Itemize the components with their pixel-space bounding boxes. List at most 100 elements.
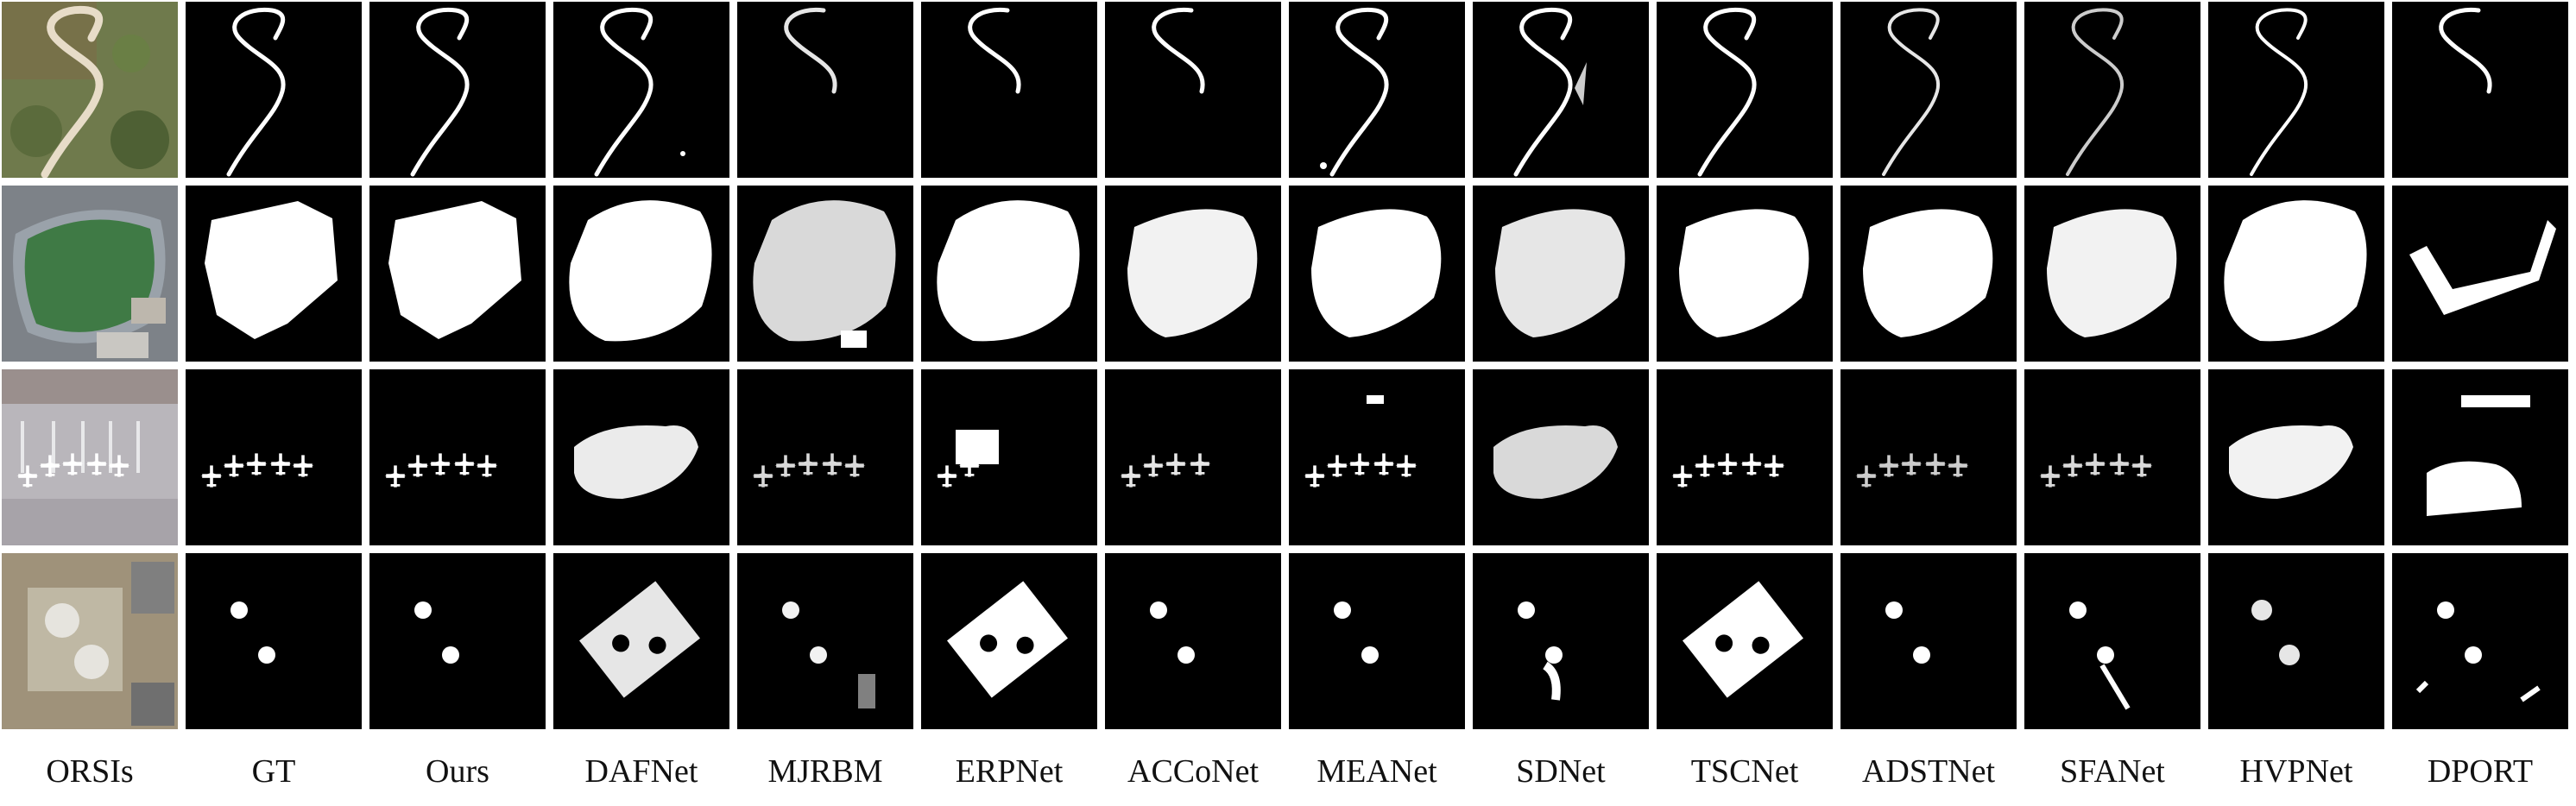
- orsi-photo: [2, 553, 178, 729]
- saliency-mask: [1657, 2, 1833, 178]
- saliency-mask: [369, 186, 546, 362]
- saliency-mask: [1289, 186, 1465, 362]
- saliency-mask: [2208, 186, 2384, 362]
- orsi-photo: [2, 2, 178, 178]
- saliency-map-acconet-airplanes: [1105, 369, 1281, 545]
- saliency-map-dport-airplanes: [2392, 369, 2568, 545]
- saliency-map-meanet-airplanes: [1289, 369, 1465, 545]
- saliency-map-mjrbm-stadium: [737, 186, 913, 362]
- saliency-mask: [369, 553, 546, 729]
- orsi-photo: [2, 369, 178, 545]
- saliency-map-erpnet-stadium: [921, 186, 1097, 362]
- saliency-map-sdnet-storage-tanks: [1473, 553, 1649, 729]
- column-label: GT: [186, 752, 362, 790]
- saliency-map-gt-road: [186, 2, 362, 178]
- saliency-map-dafnet-airplanes: [553, 369, 729, 545]
- saliency-map-acconet-stadium: [1105, 186, 1281, 362]
- saliency-mask: [737, 553, 913, 729]
- saliency-mask: [1840, 186, 2017, 362]
- saliency-map-sfanet-road: [2024, 2, 2200, 178]
- saliency-mask: [2392, 186, 2568, 362]
- column-label: Ours: [369, 752, 546, 790]
- saliency-mask: [1840, 2, 2017, 178]
- saliency-map-adstnet-stadium: [1840, 186, 2017, 362]
- orsi-image-storage-tanks: [2, 553, 178, 729]
- saliency-mask: [186, 553, 362, 729]
- saliency-mask: [1105, 369, 1281, 545]
- saliency-mask: [1473, 553, 1649, 729]
- saliency-map-acconet-storage-tanks: [1105, 553, 1281, 729]
- saliency-map-ours-storage-tanks: [369, 553, 546, 729]
- saliency-map-hvpnet-storage-tanks: [2208, 553, 2384, 729]
- saliency-map-gt-storage-tanks: [186, 553, 362, 729]
- saliency-map-sdnet-airplanes: [1473, 369, 1649, 545]
- saliency-mask: [2024, 553, 2200, 729]
- saliency-mask: [553, 553, 729, 729]
- saliency-mask: [2024, 186, 2200, 362]
- saliency-map-sdnet-stadium: [1473, 186, 1649, 362]
- saliency-mask: [1840, 553, 2017, 729]
- saliency-map-dafnet-stadium: [553, 186, 729, 362]
- saliency-mask: [1473, 2, 1649, 178]
- saliency-mask: [553, 186, 729, 362]
- saliency-mask: [2392, 2, 2568, 178]
- saliency-mask: [2208, 553, 2384, 729]
- saliency-map-hvpnet-road: [2208, 2, 2384, 178]
- saliency-map-sdnet-road: [1473, 2, 1649, 178]
- saliency-map-dport-storage-tanks: [2392, 553, 2568, 729]
- column-label: HVPNet: [2208, 752, 2384, 790]
- saliency-mask: [553, 2, 729, 178]
- saliency-mask: [737, 186, 913, 362]
- saliency-map-adstnet-airplanes: [1840, 369, 2017, 545]
- saliency-mask: [921, 369, 1097, 545]
- saliency-map-sfanet-airplanes: [2024, 369, 2200, 545]
- saliency-mask: [2392, 369, 2568, 545]
- column-label: TSCNet: [1657, 752, 1833, 790]
- saliency-mask: [186, 186, 362, 362]
- saliency-mask: [921, 553, 1097, 729]
- saliency-mask: [2024, 2, 2200, 178]
- saliency-map-erpnet-road: [921, 2, 1097, 178]
- saliency-map-adstnet-storage-tanks: [1840, 553, 2017, 729]
- saliency-mask: [1657, 186, 1833, 362]
- saliency-map-acconet-road: [1105, 2, 1281, 178]
- saliency-map-sfanet-storage-tanks: [2024, 553, 2200, 729]
- saliency-mask: [1840, 369, 2017, 545]
- saliency-mask: [737, 369, 913, 545]
- saliency-map-dport-stadium: [2392, 186, 2568, 362]
- saliency-map-tscnet-stadium: [1657, 186, 1833, 362]
- saliency-mask: [2208, 2, 2384, 178]
- saliency-map-gt-stadium: [186, 186, 362, 362]
- saliency-mask: [1289, 553, 1465, 729]
- saliency-mask: [553, 369, 729, 545]
- saliency-map-ours-road: [369, 2, 546, 178]
- saliency-mask: [186, 2, 362, 178]
- saliency-map-mjrbm-storage-tanks: [737, 553, 913, 729]
- saliency-mask: [921, 186, 1097, 362]
- orsi-photo: [2, 186, 178, 362]
- saliency-map-dafnet-road: [553, 2, 729, 178]
- saliency-map-tscnet-road: [1657, 2, 1833, 178]
- saliency-mask: [1105, 553, 1281, 729]
- saliency-mask: [1657, 369, 1833, 545]
- column-label: ORSIs: [2, 752, 178, 790]
- saliency-map-hvpnet-airplanes: [2208, 369, 2384, 545]
- saliency-mask: [1657, 553, 1833, 729]
- saliency-mask: [1473, 369, 1649, 545]
- saliency-mask: [1289, 2, 1465, 178]
- saliency-mask: [2208, 369, 2384, 545]
- column-label: ADSTNet: [1840, 752, 2017, 790]
- saliency-map-gt-airplanes: [186, 369, 362, 545]
- saliency-mask: [737, 2, 913, 178]
- saliency-mask: [1105, 2, 1281, 178]
- orsi-image-road: [2, 2, 178, 178]
- saliency-mask: [2024, 369, 2200, 545]
- saliency-mask: [369, 369, 546, 545]
- column-label: SDNet: [1473, 752, 1649, 790]
- orsi-image-stadium: [2, 186, 178, 362]
- saliency-mask: [2392, 553, 2568, 729]
- column-label: DAFNet: [553, 752, 729, 790]
- saliency-mask: [1289, 369, 1465, 545]
- saliency-map-meanet-storage-tanks: [1289, 553, 1465, 729]
